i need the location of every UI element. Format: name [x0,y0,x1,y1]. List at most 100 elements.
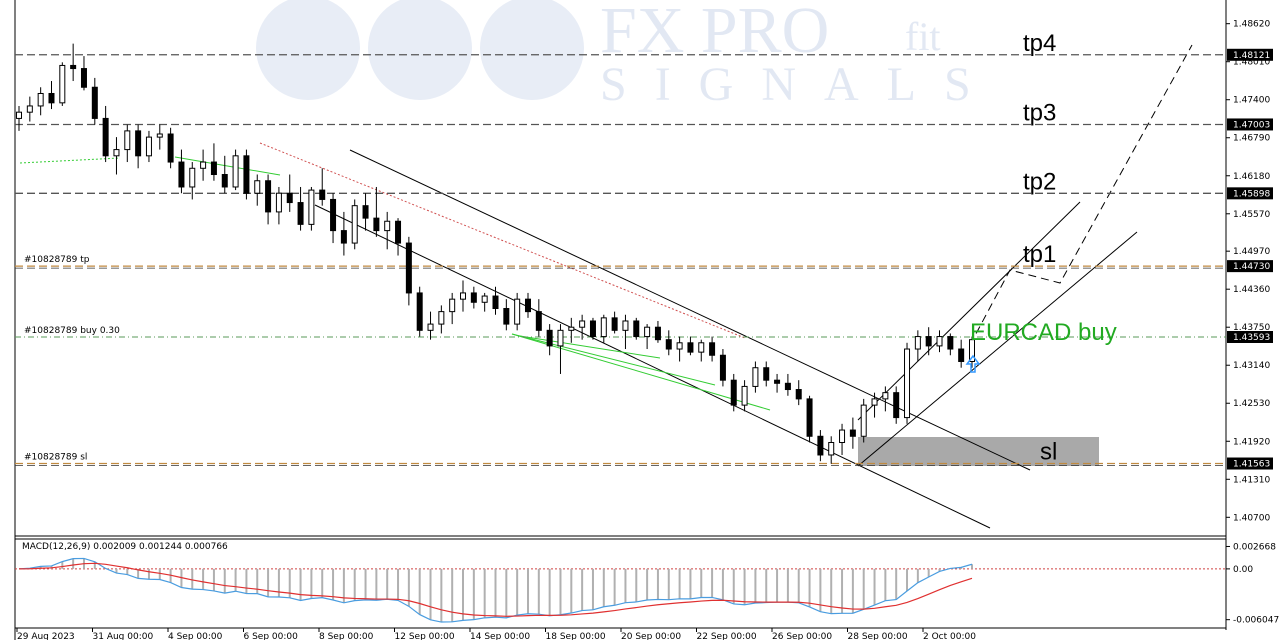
level-label-tp3: tp3 [1023,99,1056,126]
candle-body [395,220,402,244]
candle-body [80,68,87,88]
y-tick-label: 1.41920 [1233,437,1270,447]
green-dotted-line [19,157,121,164]
symbol-annotation: EURCAD buy [970,319,1117,346]
watermark-text-signals: SIGNALS [600,58,999,111]
candle-body [535,311,542,331]
candle-body [362,205,369,219]
y-tick-label: 1.43140 [1233,361,1270,371]
candle-body [210,161,217,176]
candle-body [871,398,878,406]
level-price-text: 1.45898 [1233,189,1270,199]
candle-body [319,189,326,200]
level-price-text: 1.47003 [1233,120,1270,130]
candle-body [925,336,932,347]
time-axis: 29 Aug 2023 31 Aug 00:00 4 Sep 00:00 6 Sep … [16,628,976,640]
candle-body [524,298,531,313]
candle-body [286,192,293,204]
candle-body [254,180,261,194]
y-tick-label: 1.45570 [1233,210,1270,220]
candle-body [70,64,77,70]
x-tick-label: 22 Sep 00:00 [697,632,757,640]
macd-line [18,557,973,623]
candle-body [795,389,802,400]
y-tick-label: 1.47400 [1233,96,1270,106]
candle-body [308,189,315,225]
projection-path [969,44,1193,346]
up-arrow-shape [965,354,981,373]
candle-body [893,392,900,419]
y-tick-label: 1.44970 [1233,247,1270,257]
y-tick-label: 1.42530 [1233,399,1270,409]
up-arrow-icon [965,354,981,373]
level-price-text: 1.41563 [1233,460,1270,470]
candle-body [167,133,174,163]
x-tick-label: 14 Sep 00:00 [470,632,530,640]
candle-body [936,336,943,347]
candle-body [340,230,347,244]
candle-body [427,323,434,331]
candle-body [633,320,640,338]
candle-body [557,329,564,347]
watermark-circle-1 [256,0,360,100]
candle-body [503,308,510,325]
order-label: #10828789 buy 0.30 [24,326,120,336]
candle-body [600,317,607,338]
candle-body [135,130,142,157]
candle-body [730,379,737,406]
candle-body [589,320,596,338]
candle-body [839,429,846,444]
price-axis: 1.48620 1.48010 1.47400 1.46790 1.46180 1.455… [1226,20,1270,523]
level-label-tp2: tp2 [1023,168,1056,195]
x-tick-label: 31 Aug 00:00 [93,632,154,640]
y-tick-label: 1.43750 [1233,323,1270,333]
x-tick-label: 12 Sep 00:00 [395,632,455,640]
candle-body [275,192,282,213]
candle-body [16,111,22,119]
candle-body [719,354,726,381]
y-tick-label: 1.41310 [1233,475,1270,485]
candle-body [460,292,467,300]
level-price-text: 1.44730 [1233,262,1270,272]
candle-body [676,342,683,350]
watermark-text-fit: fit [905,14,941,59]
candle-body [265,180,272,213]
x-tick-label: 28 Sep 00:00 [848,632,908,640]
candle-body [958,348,965,362]
x-tick-label: 29 Aug 2023 [17,632,75,640]
candle-body [243,155,250,194]
candle-body [752,367,759,387]
x-tick-label: 20 Sep 00:00 [621,632,681,640]
green-line-4 [519,335,661,359]
candle-body [806,398,813,437]
y-tick-label: 1.40700 [1233,513,1270,523]
macd-tick-label: 0.002668 [1233,542,1276,552]
candle-body [113,149,120,157]
x-tick-label: 18 Sep 00:00 [546,632,606,640]
candle-body [102,117,109,157]
x-tick-label: 6 Sep 00:00 [244,632,299,640]
candle-body [221,174,228,188]
candle-body [200,161,207,169]
candle-body [568,326,575,331]
y-tick-label: 1.48010 [1233,58,1270,68]
x-tick-label: 2 Oct 00:00 [923,632,976,640]
x-tick-label: 8 Sep 00:00 [319,632,374,640]
green-line-2 [511,333,716,386]
support-zone [858,437,1099,466]
candle-body [297,202,304,225]
down-channel-lower-line [314,204,991,529]
candle-body [904,348,911,419]
candle-body [178,161,185,188]
watermark-circle-3 [480,0,584,100]
candle-body [579,320,586,328]
macd-tick-label: 0.00 [1233,565,1253,575]
watermark-logo: FX PRO fit SIGNALS [256,0,999,111]
watermark-text-fxpro: FX PRO [600,0,829,67]
up-channel-upper-line [857,201,1081,421]
candle-body [914,336,921,350]
order-label: #10828789 tp [24,255,90,265]
level-label-tp4: tp4 [1023,30,1056,57]
candle-body [26,105,33,113]
